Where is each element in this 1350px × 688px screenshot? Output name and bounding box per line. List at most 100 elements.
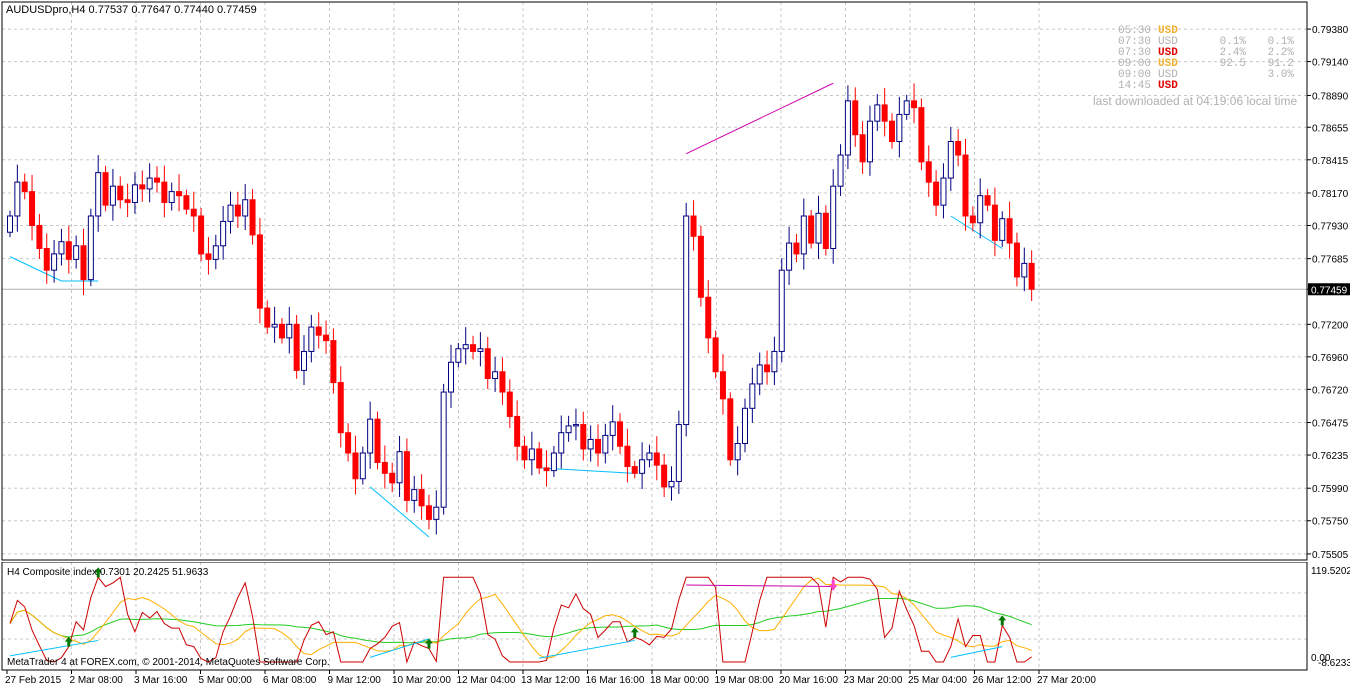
indicator-axis-bottom: -8.62337 xyxy=(1318,658,1350,669)
divergence-line xyxy=(685,82,834,155)
candle xyxy=(675,410,682,494)
candle-body-bear xyxy=(65,241,72,260)
candle-body-bear xyxy=(697,235,704,298)
time-tick-label: 26 Mar 12:00 xyxy=(973,675,1032,686)
candle-body-bear xyxy=(705,296,712,339)
candle-body-bear xyxy=(764,364,771,373)
candle-body-bear xyxy=(918,107,925,163)
candle xyxy=(492,356,499,392)
candle xyxy=(764,350,771,385)
candle xyxy=(1028,250,1035,302)
calendar-forecast: 91.2 xyxy=(1267,58,1294,70)
candle-body-bear xyxy=(374,418,381,463)
candle-body-bear xyxy=(793,242,800,255)
candle xyxy=(536,442,543,475)
indicator-grid xyxy=(2,562,1307,670)
candle xyxy=(389,462,396,493)
news-calendar: 05:30 USD 07:30 USD 0.1% 0.1% 07:30 USD 2.4% 2.2%… xyxy=(1118,26,1294,92)
candle-body-bear xyxy=(249,199,256,236)
indicator-chart[interactable]: 119.5202 0.00-8.62337 xyxy=(0,562,1350,672)
candle-body-bull xyxy=(572,424,579,427)
candle-body-bull xyxy=(308,326,315,352)
candle xyxy=(396,435,403,497)
candle xyxy=(808,209,815,249)
candle xyxy=(719,354,726,415)
candle xyxy=(58,228,65,266)
candle xyxy=(168,182,175,211)
price-tick-label: 0.78890 xyxy=(1312,91,1349,102)
candle-body-bear xyxy=(719,371,726,400)
candle xyxy=(771,336,778,386)
calendar-row: 07:30 USD 0.1% 0.1% xyxy=(1118,37,1294,48)
sell-arrow-icon xyxy=(829,580,838,592)
indicator-label: H4 Composite index 0.7301 20.2425 51.963… xyxy=(7,567,209,578)
indicator-divergence-line xyxy=(539,639,635,659)
candle-body-bull xyxy=(448,361,454,393)
candle xyxy=(95,155,102,232)
candle xyxy=(595,424,601,467)
calendar-forecast: 3.0% xyxy=(1267,69,1294,81)
candle-body-bear xyxy=(852,100,859,136)
candle xyxy=(918,98,925,171)
candle xyxy=(87,208,94,287)
candle xyxy=(565,415,572,442)
price-tick-label: 0.78170 xyxy=(1312,189,1349,200)
candle-body-bear xyxy=(661,464,668,488)
candle-body-bear xyxy=(624,445,631,468)
candle xyxy=(977,178,984,239)
candle xyxy=(830,169,837,264)
indicator-lines xyxy=(9,567,1032,664)
candle-body-bull xyxy=(999,218,1006,241)
candle xyxy=(80,228,87,296)
time-tick-label: 9 Mar 12:00 xyxy=(328,675,382,686)
price-chart[interactable]: 0.79380 0.79140 0.78890 0.78655 0.78415 0.781… xyxy=(0,0,1350,562)
candle-body-bull xyxy=(742,407,748,445)
candle-body-bear xyxy=(653,452,660,466)
candle-body-bull xyxy=(462,344,469,350)
candle xyxy=(36,214,43,259)
candle-body-bull xyxy=(756,364,763,385)
candle-body-bear xyxy=(381,461,388,474)
candle-body-bear xyxy=(808,215,815,244)
indicator-divergence-line xyxy=(686,584,834,588)
candle-body-bear xyxy=(102,172,109,206)
candle-body-bear xyxy=(1013,242,1020,278)
candle-body-bull xyxy=(95,172,102,217)
candle-body-bear xyxy=(580,424,587,450)
candle-body-bull xyxy=(227,204,234,222)
buy-arrow-icon xyxy=(424,638,433,649)
candle xyxy=(580,411,587,461)
candle xyxy=(793,233,800,263)
time-tick-label: 27 Mar 20:00 xyxy=(1037,675,1096,686)
candle xyxy=(146,163,153,203)
candle-body-bull xyxy=(14,181,21,217)
candle xyxy=(984,189,991,212)
candle xyxy=(889,113,895,149)
candle xyxy=(940,163,947,219)
candle xyxy=(425,494,432,530)
candle-body-bull xyxy=(220,220,227,247)
calendar-currency: USD xyxy=(1158,25,1178,37)
candle xyxy=(881,87,888,137)
candle-body-bear xyxy=(29,191,36,226)
candle xyxy=(43,233,50,284)
candle-body-bear xyxy=(506,391,513,417)
candle xyxy=(29,174,36,241)
price-tick-label: 0.77930 xyxy=(1312,221,1349,232)
candle xyxy=(822,205,829,256)
candle-body-bear xyxy=(514,415,521,447)
candle-body-bear xyxy=(124,199,131,203)
candle-body-bear xyxy=(176,191,183,197)
buy-arrow-icon xyxy=(64,636,73,647)
candle xyxy=(286,306,293,354)
candle-body-bear xyxy=(631,466,638,474)
candle xyxy=(198,207,205,262)
candle xyxy=(278,318,285,344)
candle xyxy=(639,442,646,490)
candle-body-bull xyxy=(433,506,440,520)
candle-body-bear xyxy=(822,212,829,249)
candle xyxy=(572,408,579,441)
candle xyxy=(264,300,271,334)
candle xyxy=(558,415,565,469)
